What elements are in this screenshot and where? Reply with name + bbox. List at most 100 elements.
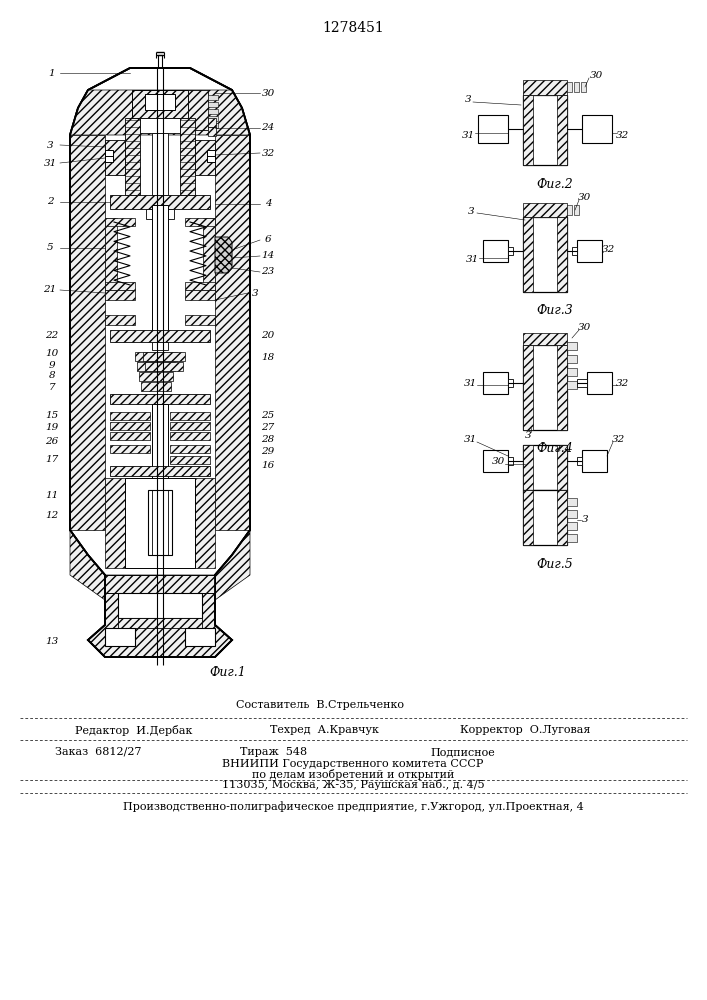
Text: 29: 29 <box>262 448 274 456</box>
Text: 15: 15 <box>45 410 59 420</box>
Text: 32: 32 <box>612 436 626 444</box>
Polygon shape <box>574 82 579 92</box>
Polygon shape <box>110 422 150 430</box>
Text: 1278451: 1278451 <box>322 21 384 35</box>
Text: 30: 30 <box>578 322 592 332</box>
Polygon shape <box>105 218 135 226</box>
Polygon shape <box>118 593 202 618</box>
Polygon shape <box>508 247 513 255</box>
Polygon shape <box>208 123 218 128</box>
Polygon shape <box>523 445 567 490</box>
Text: 22: 22 <box>45 330 59 340</box>
Text: 27: 27 <box>262 424 274 432</box>
Polygon shape <box>180 118 195 195</box>
Text: 17: 17 <box>45 456 59 464</box>
Text: 3: 3 <box>47 140 53 149</box>
Polygon shape <box>105 315 135 325</box>
Text: Техред  А.Кравчук: Техред А.Кравчук <box>270 725 379 735</box>
Polygon shape <box>523 80 567 95</box>
Polygon shape <box>141 382 171 391</box>
Text: Подписное: Подписное <box>430 747 495 757</box>
Polygon shape <box>105 290 135 300</box>
Polygon shape <box>208 118 216 136</box>
Polygon shape <box>523 217 567 292</box>
Polygon shape <box>215 135 250 530</box>
Polygon shape <box>146 209 174 219</box>
Polygon shape <box>208 95 218 100</box>
Polygon shape <box>118 618 202 628</box>
Polygon shape <box>581 82 586 92</box>
Text: 9: 9 <box>49 360 55 369</box>
Polygon shape <box>110 432 150 440</box>
Text: 14: 14 <box>262 251 274 260</box>
Polygon shape <box>567 355 577 363</box>
Polygon shape <box>483 450 508 472</box>
Polygon shape <box>523 490 533 545</box>
Polygon shape <box>185 218 215 226</box>
Text: по делам изобретений и открытий: по делам изобретений и открытий <box>252 768 454 780</box>
Polygon shape <box>207 150 215 162</box>
Polygon shape <box>215 237 232 273</box>
Polygon shape <box>105 218 117 290</box>
Polygon shape <box>572 247 577 255</box>
Polygon shape <box>523 95 567 165</box>
Polygon shape <box>567 82 572 92</box>
Polygon shape <box>170 422 210 430</box>
Polygon shape <box>582 115 612 143</box>
Text: Фиг.1: Фиг.1 <box>209 666 246 678</box>
Text: 30: 30 <box>491 458 505 466</box>
Polygon shape <box>105 575 215 593</box>
Polygon shape <box>577 379 587 387</box>
Polygon shape <box>567 205 572 215</box>
Text: 7: 7 <box>49 382 55 391</box>
Text: 32: 32 <box>615 378 629 387</box>
Polygon shape <box>137 362 175 371</box>
Polygon shape <box>523 345 533 430</box>
Text: 1: 1 <box>49 68 55 78</box>
Polygon shape <box>145 94 175 110</box>
Text: 20: 20 <box>262 330 274 340</box>
Text: 10: 10 <box>45 349 59 358</box>
Text: 13: 13 <box>45 637 59 646</box>
Polygon shape <box>195 478 215 568</box>
Polygon shape <box>70 135 105 530</box>
Polygon shape <box>577 240 602 262</box>
Polygon shape <box>567 498 577 506</box>
Polygon shape <box>567 522 577 530</box>
Text: 25: 25 <box>262 410 274 420</box>
Text: Корректор  О.Луговая: Корректор О.Луговая <box>460 725 590 735</box>
Polygon shape <box>523 203 567 217</box>
Polygon shape <box>523 333 567 345</box>
Polygon shape <box>70 90 250 135</box>
Polygon shape <box>508 457 513 465</box>
Text: 32: 32 <box>262 148 274 157</box>
Polygon shape <box>567 534 577 542</box>
Polygon shape <box>170 432 210 440</box>
Text: 3: 3 <box>252 288 258 298</box>
Polygon shape <box>577 457 582 465</box>
Polygon shape <box>557 490 567 545</box>
Polygon shape <box>574 205 579 215</box>
Text: 3: 3 <box>468 207 474 216</box>
Polygon shape <box>188 90 208 130</box>
Text: 30: 30 <box>262 89 274 98</box>
Text: 3: 3 <box>582 516 588 524</box>
Polygon shape <box>132 90 188 118</box>
Text: Фиг.2: Фиг.2 <box>537 178 573 192</box>
Text: Заказ  6812/27: Заказ 6812/27 <box>55 747 141 757</box>
Polygon shape <box>483 372 508 394</box>
Polygon shape <box>567 510 577 518</box>
Text: 32: 32 <box>615 130 629 139</box>
Polygon shape <box>587 372 612 394</box>
Polygon shape <box>170 412 210 420</box>
Polygon shape <box>140 118 180 133</box>
Polygon shape <box>110 394 210 404</box>
Text: 21: 21 <box>43 286 57 294</box>
Polygon shape <box>523 217 533 292</box>
Polygon shape <box>185 628 215 646</box>
Text: 31: 31 <box>464 436 478 444</box>
Polygon shape <box>105 628 135 646</box>
Polygon shape <box>208 102 218 107</box>
Text: 23: 23 <box>262 267 274 276</box>
Polygon shape <box>208 116 218 121</box>
